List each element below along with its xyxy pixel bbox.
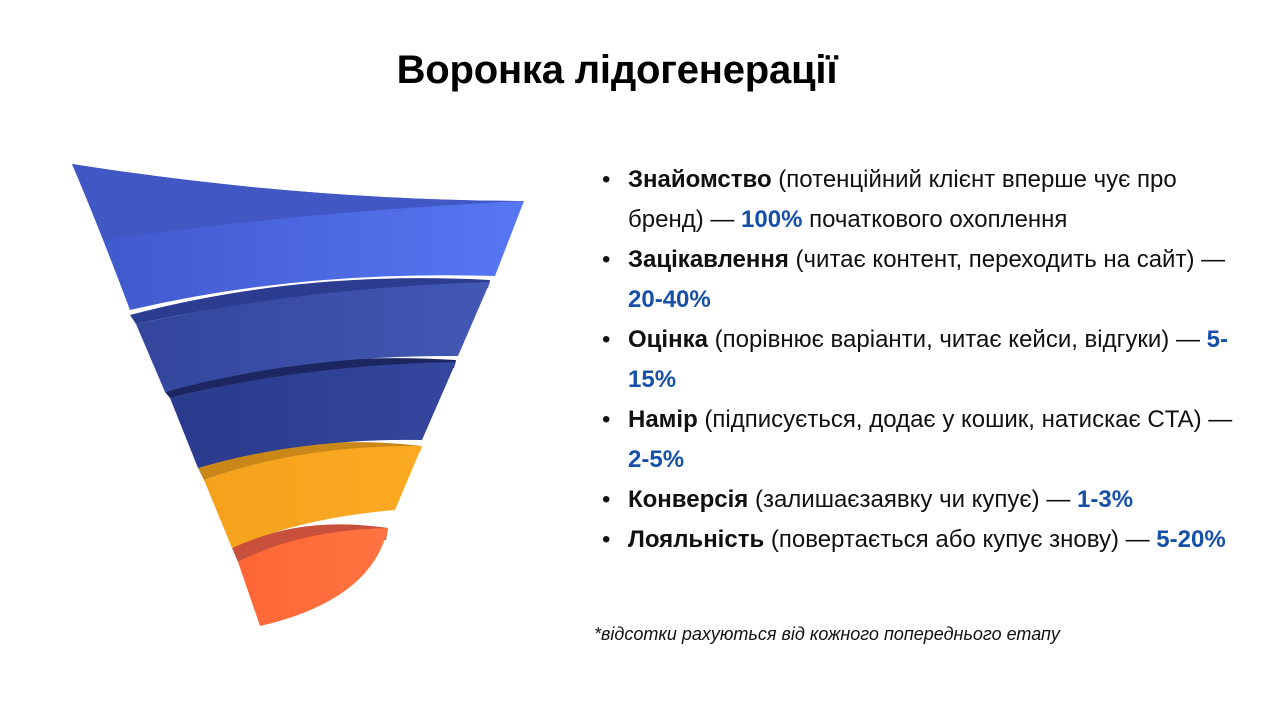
funnel-stage-5 [238,528,388,626]
funnel-stage-3 [170,362,456,468]
stage-item-6: • Лояльність (повертається або купує знов… [602,520,1242,560]
stage-item-5: • Конверсія (залишаєзаявку чи купує) — 1-… [602,480,1242,520]
funnel-stage-4-back [198,442,422,480]
slide-title: Воронка лідогенерації [396,48,838,92]
stage-item-2: • Зацікавлення (читає контент, переходить… [602,240,1242,320]
stage-name: Зацікавлення [628,246,789,273]
bullet-icon: • [602,326,611,353]
bullet-icon: • [602,406,611,433]
stage-description: (підписується, додає у кошик, натискає C… [697,406,1233,433]
bullet-icon: • [602,486,611,513]
stage-description: (читає контент, переходить на сайт) — [788,246,1226,273]
stage-percent: 2-5% [628,446,685,473]
bullet-icon: • [602,246,611,273]
stage-description: (порівнює варіанти, читає кейси, відгуки… [707,326,1207,353]
stage-percent: 100% [741,206,803,233]
stage-item-4: • Намір (підписується, додає у кошик, нат… [602,400,1242,480]
funnel-diagram [72,164,524,626]
stage-name: Оцінка [628,326,708,353]
stage-list: • Знайомство (потенційний клієнт вперше ч… [602,160,1242,560]
bullet-icon: • [602,166,611,193]
stage-name: Намір [628,406,698,433]
stage-name: Лояльність [628,526,765,553]
stage-percent: 1-3% [1077,486,1134,513]
stage-description: (повертається або купує знову) — [764,526,1157,553]
funnel-stage-1-fold [72,164,524,240]
stage-suffix: початкового охоплення [802,206,1068,233]
stage-description: (потенційний клієнт вперше чує про бренд… [628,166,1177,233]
footnote: *відсотки рахуються від кожного попередн… [594,624,1060,644]
bullet-icon: • [602,526,611,553]
stage-percent: 5-15% [628,326,1228,393]
stage-description: (залишаєзаявку чи купує) — [748,486,1078,513]
stage-percent: 20-40% [628,286,711,313]
stage-name: Знайомство [628,166,772,193]
stage-item-1: • Знайомство (потенційний клієнт вперше ч… [602,160,1242,240]
stage-item-3: • Оцінка (порівнює варіанти, читає кейси,… [602,320,1242,400]
funnel-stage-4 [204,445,422,548]
stage-percent: 5-20% [1156,526,1226,553]
funnel-stage-2 [136,282,490,392]
stage-name: Конверсія [628,486,749,513]
